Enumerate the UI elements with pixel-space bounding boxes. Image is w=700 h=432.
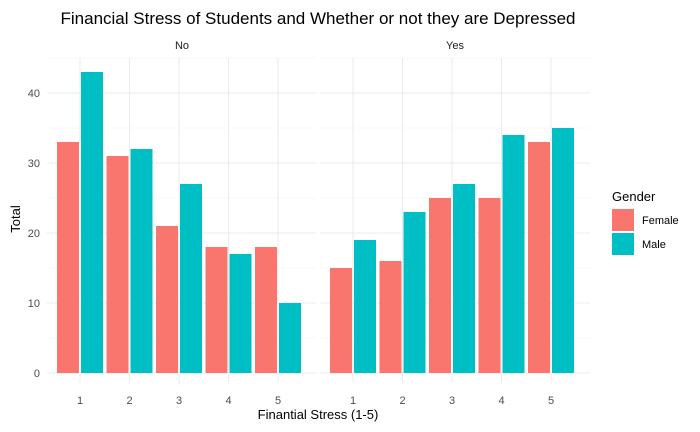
- chart-title: Financial Stress of Students and Whether…: [61, 9, 576, 28]
- bar-no-male-4: [229, 254, 252, 373]
- bars-no: [57, 72, 301, 373]
- legend-label-male: Male: [642, 239, 666, 251]
- facet-panel-no: No 1 2 3 4 5: [47, 40, 316, 407]
- x-tick-label: 3: [176, 395, 182, 407]
- x-tick-label: 5: [275, 395, 281, 407]
- legend-key-female: [612, 209, 634, 231]
- x-tick-label: 4: [498, 395, 504, 407]
- bar-yes-male-2: [403, 212, 426, 373]
- bar-yes-female-5: [528, 142, 550, 373]
- bar-yes-female-2: [379, 261, 402, 373]
- bar-no-female-4: [205, 247, 228, 373]
- x-tick-label: 5: [548, 395, 554, 407]
- x-tick-label: 1: [77, 395, 83, 407]
- x-tick-label: 4: [225, 395, 231, 407]
- facet-panel-yes: Yes 1 2 3 4 5: [320, 40, 590, 407]
- bar-yes-male-3: [453, 184, 475, 373]
- bar-yes-female-4: [478, 198, 501, 373]
- bar-yes-male-5: [552, 128, 574, 373]
- bar-yes-male-1: [354, 240, 376, 373]
- legend-key-male: [612, 233, 634, 255]
- x-axis-title: Finantial Stress (1-5): [258, 407, 379, 422]
- y-tick-label: 0: [34, 368, 40, 380]
- x-tick-label: 3: [449, 395, 455, 407]
- legend: Gender Female Male: [612, 189, 679, 255]
- y-axis-title: Total: [8, 205, 23, 233]
- bar-no-female-3: [156, 226, 178, 373]
- legend-title: Gender: [612, 189, 656, 204]
- facet-label-yes: Yes: [446, 40, 464, 52]
- bar-no-female-2: [106, 156, 129, 373]
- y-tick-label: 20: [28, 228, 40, 240]
- bar-no-male-1: [81, 72, 103, 373]
- bar-no-male-5: [279, 303, 301, 373]
- bar-no-male-3: [180, 184, 202, 373]
- bar-no-female-5: [255, 247, 277, 373]
- facet-label-no: No: [175, 40, 189, 52]
- y-tick-label: 40: [28, 88, 40, 100]
- bar-no-female-1: [57, 142, 79, 373]
- y-axis-ticks: 0 10 20 30 40: [28, 88, 40, 380]
- x-ticks-yes: 1 2 3 4 5: [350, 395, 554, 407]
- x-tick-label: 2: [126, 395, 132, 407]
- y-tick-label: 30: [28, 158, 40, 170]
- bar-yes-female-1: [330, 268, 352, 373]
- bar-no-male-2: [130, 149, 153, 373]
- x-ticks-no: 1 2 3 4 5: [77, 395, 281, 407]
- y-tick-label: 10: [28, 298, 40, 310]
- x-tick-label: 1: [350, 395, 356, 407]
- legend-label-female: Female: [642, 215, 679, 227]
- bars-yes: [330, 128, 574, 373]
- bar-yes-male-4: [502, 135, 525, 373]
- bar-yes-female-3: [429, 198, 451, 373]
- x-tick-label: 2: [399, 395, 405, 407]
